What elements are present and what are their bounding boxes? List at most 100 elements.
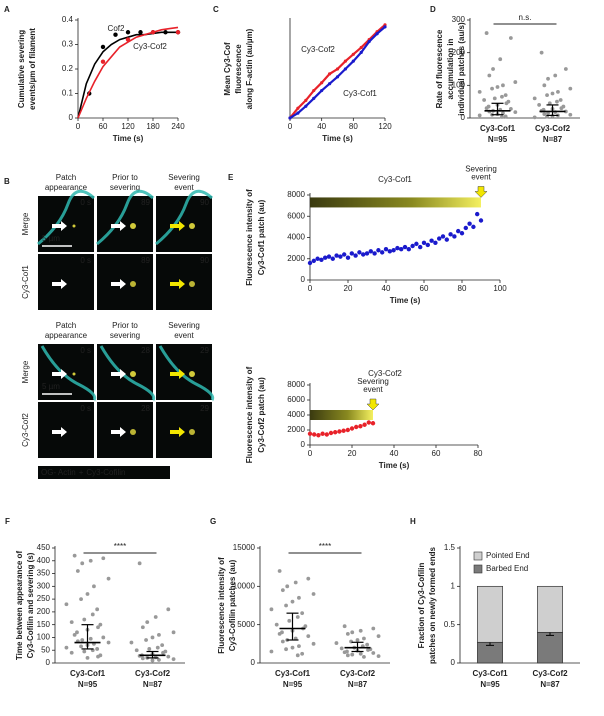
data-point: [513, 110, 518, 115]
data-point: [501, 83, 505, 88]
patch: [189, 429, 195, 435]
x-tick-label: 180: [146, 122, 160, 131]
n-label: N=95: [480, 680, 500, 689]
data-point: [166, 607, 171, 612]
data-point: [371, 626, 376, 631]
data-point: [501, 111, 505, 115]
data-point: [323, 255, 328, 260]
data-point: [79, 597, 83, 602]
data-point: [364, 251, 370, 256]
data-point: [144, 638, 148, 642]
y-tick-label: 0.3: [62, 40, 74, 49]
panel-letter: B: [4, 177, 10, 186]
data-point: [503, 114, 508, 119]
y-axis-label: Fraction of Cy3-Cofilin: [417, 563, 426, 649]
annotation: event: [471, 173, 491, 182]
data-point: [82, 649, 87, 654]
data-point: [280, 588, 285, 593]
n-label: N=87: [543, 135, 563, 144]
y-tick-label: 100: [452, 80, 466, 89]
data-point: [75, 569, 80, 573]
data-point: [563, 67, 568, 71]
data-point: [129, 640, 134, 645]
data-point: [437, 236, 442, 241]
data-point: [471, 224, 476, 230]
data-point: [537, 103, 542, 107]
panel-letter: D: [430, 5, 436, 14]
significance-label: n.s.: [519, 13, 532, 22]
y-tick-label: 0: [461, 113, 466, 122]
data-point: [508, 36, 513, 40]
legend-swatch: [473, 551, 483, 561]
data-point: [269, 649, 274, 654]
y-tick-label: 8000: [287, 380, 305, 389]
data-point: [532, 96, 537, 101]
y-axis-label: patches on newly formed ends: [428, 546, 437, 663]
data-point: [376, 634, 381, 639]
y-tick-label: 0: [69, 113, 74, 122]
data-point: [498, 57, 503, 62]
data-point: [95, 607, 100, 612]
patch: [189, 371, 195, 377]
category-label: Cy3-Cof1: [275, 669, 311, 678]
y-tick-label: 0.4: [62, 15, 74, 24]
x-axis-label: Time (s): [322, 134, 353, 143]
data-point: [295, 615, 300, 619]
data-point: [484, 31, 489, 35]
y-tick-label: 50: [41, 645, 50, 654]
bar-segment: [537, 585, 563, 633]
timestamp: 29: [200, 346, 209, 355]
x-tick-label: 0: [76, 122, 81, 131]
arrow: [170, 279, 185, 289]
arrow: [111, 427, 126, 437]
data-point: [160, 643, 165, 648]
data-point: [330, 256, 335, 261]
data-point: [559, 106, 564, 111]
patch: [189, 223, 195, 229]
y-tick-label: 350: [37, 569, 51, 578]
chart-title: Cy3-Cof2: [368, 369, 402, 378]
data-point: [492, 96, 497, 101]
y-tick-label: 300: [452, 15, 466, 24]
y-tick-label: 0: [301, 440, 306, 449]
data-point: [171, 657, 176, 662]
data-point: [161, 650, 165, 655]
data-point: [166, 654, 171, 659]
micrograph: [97, 402, 153, 458]
data-point: [75, 630, 79, 635]
data-point: [284, 603, 288, 608]
y-axis-label: accumulation in: [446, 38, 455, 99]
data-point: [290, 645, 295, 650]
data-point: [72, 632, 77, 637]
data-point: [351, 59, 355, 63]
data-point: [64, 645, 69, 650]
x-tick-label: 60: [99, 122, 108, 131]
y-tick-label: 4000: [287, 410, 305, 419]
x-tick-label: 80: [458, 284, 467, 293]
data-point: [547, 101, 552, 106]
timestamp: 29: [200, 404, 209, 413]
column-header: Patch: [56, 173, 76, 182]
data-point: [477, 113, 482, 118]
series-label: Cy3-Cof1: [343, 89, 377, 98]
data-point: [90, 612, 95, 617]
timestamp: 90: [200, 198, 209, 207]
data-point: [545, 93, 549, 98]
data-point: [98, 622, 103, 627]
data-point: [113, 32, 118, 37]
data-point: [370, 421, 376, 426]
data-point: [82, 617, 87, 622]
y-tick-label: 0: [251, 658, 256, 667]
category-label: Cy3-Cof1: [70, 669, 106, 678]
data-point: [312, 96, 316, 100]
y-axis-label: Cy3-Cofilin and severing (s): [26, 552, 35, 658]
data-point: [106, 576, 111, 581]
data-point: [500, 94, 504, 99]
data-point: [339, 646, 344, 651]
x-tick-label: 120: [121, 122, 135, 131]
data-point: [359, 50, 363, 54]
data-point: [349, 251, 354, 256]
data-point: [125, 30, 131, 35]
data-point: [157, 632, 161, 637]
data-point: [304, 98, 308, 102]
